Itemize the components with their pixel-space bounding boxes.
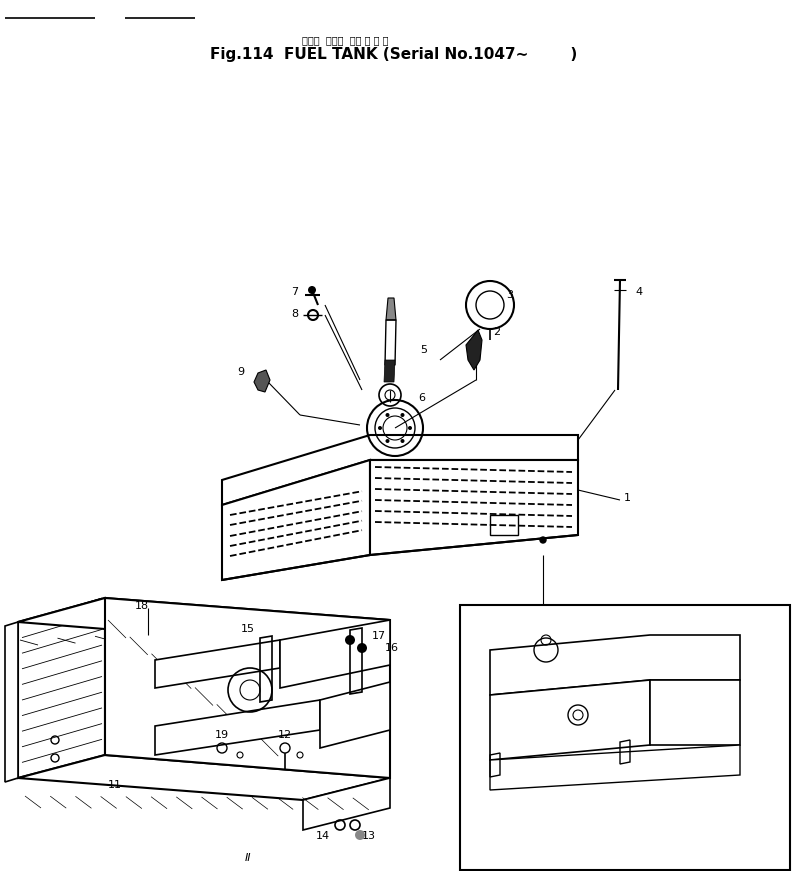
Polygon shape	[222, 435, 578, 505]
Polygon shape	[5, 622, 18, 782]
Text: Serial No. 1047–1066: Serial No. 1047–1066	[468, 835, 608, 848]
Text: 9: 9	[237, 367, 244, 377]
Text: 6: 6	[418, 393, 425, 403]
Text: 11: 11	[108, 780, 122, 790]
Text: 適 用 号 機: 適 用 号 機	[468, 818, 501, 828]
Text: II: II	[245, 853, 251, 863]
Polygon shape	[222, 460, 370, 580]
Circle shape	[378, 426, 382, 430]
Text: 13: 13	[362, 831, 376, 841]
Circle shape	[386, 413, 390, 417]
Text: e: e	[560, 713, 564, 722]
Polygon shape	[490, 745, 740, 790]
Polygon shape	[490, 680, 650, 760]
Circle shape	[408, 426, 412, 430]
Polygon shape	[370, 460, 578, 555]
Text: 3: 3	[506, 290, 513, 300]
Polygon shape	[466, 330, 482, 370]
Text: フエル  タンク  （適 用 号 機: フエル タンク （適 用 号 機	[302, 35, 389, 45]
Text: 10: 10	[533, 625, 547, 635]
Bar	[460, 605, 790, 870]
Circle shape	[401, 413, 405, 417]
Polygon shape	[384, 360, 395, 382]
Text: 8: 8	[291, 309, 298, 319]
Text: 12: 12	[278, 730, 292, 740]
Circle shape	[308, 286, 316, 294]
Polygon shape	[254, 370, 270, 392]
Circle shape	[540, 537, 546, 543]
Polygon shape	[18, 755, 390, 800]
Polygon shape	[105, 598, 390, 778]
Text: 1: 1	[475, 765, 482, 775]
Polygon shape	[155, 700, 320, 755]
Circle shape	[355, 830, 365, 840]
Circle shape	[401, 439, 405, 443]
Polygon shape	[18, 598, 390, 645]
Polygon shape	[280, 620, 390, 688]
Circle shape	[541, 607, 545, 612]
Text: 16: 16	[385, 643, 399, 653]
Circle shape	[386, 439, 390, 443]
Text: 19: 19	[215, 730, 229, 740]
Text: 2: 2	[493, 327, 500, 337]
Text: 1: 1	[624, 493, 631, 503]
Text: 15: 15	[241, 624, 255, 634]
Polygon shape	[18, 598, 105, 778]
Polygon shape	[650, 680, 740, 745]
Bar	[490, 515, 518, 535]
Text: 18: 18	[135, 601, 149, 611]
Polygon shape	[155, 640, 280, 688]
Polygon shape	[386, 298, 396, 320]
Text: Fig.114  FUEL TANK (Serial No.1047∼        ): Fig.114 FUEL TANK (Serial No.1047∼ )	[210, 47, 577, 62]
Polygon shape	[320, 682, 390, 748]
Text: 14: 14	[316, 831, 330, 841]
Circle shape	[357, 643, 367, 653]
Polygon shape	[490, 635, 740, 695]
Text: 17: 17	[372, 631, 386, 641]
Circle shape	[345, 635, 355, 645]
Text: 5: 5	[420, 345, 427, 355]
Text: 7: 7	[291, 287, 298, 297]
Text: 4: 4	[635, 287, 642, 297]
Polygon shape	[303, 778, 390, 830]
